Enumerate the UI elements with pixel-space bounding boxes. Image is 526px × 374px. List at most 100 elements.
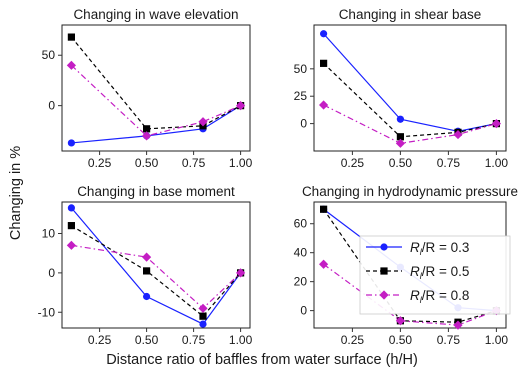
legend-label-2-rest: /R = 0.8: [422, 288, 470, 303]
legend-swatch-2-marker: [379, 290, 389, 300]
legend-swatch-0: [366, 243, 402, 251]
panel-1-series-2-point: [395, 138, 405, 148]
panel-0-series-2-point: [142, 131, 152, 141]
panel-2-frame: [61, 201, 251, 329]
panel-2-series-1-point: [67, 222, 75, 230]
legend-swatch-2: [366, 290, 402, 300]
panel-0-series-2-line: [70, 64, 241, 137]
panel-3-xtick-label: 0.50: [389, 333, 413, 347]
panel-1-ytick-label: 50: [294, 62, 308, 76]
legend-label-1-sub: l: [420, 271, 423, 281]
panel-0-ytick-label: 50: [42, 48, 56, 62]
legend-label-2: Rl/R = 0.8: [410, 288, 469, 305]
y-axis-label: Changing in %: [8, 146, 24, 240]
panel-3-ytick-label: 20: [294, 275, 308, 289]
panel-0-series-2-point: [198, 117, 208, 127]
panel-2-series-2-point: [66, 240, 76, 250]
panel-1-ytick-label: 0: [300, 117, 307, 131]
panel-1-ytick-label: 25: [294, 89, 308, 103]
panel-1-series-1-line: [323, 62, 497, 138]
panel-1-frame: [313, 24, 507, 152]
legend-swatch-1: [366, 267, 402, 275]
panel-0-series-2-point: [236, 101, 246, 111]
legend-entry-2: Rl/R = 0.8: [366, 288, 469, 305]
panel-wave-elevation: Changing in wave elevation 0.25 0.50 0.75 1.…: [42, 7, 253, 170]
panel-1-series-2-point: [319, 100, 329, 110]
panel-base-moment: Changing in base moment 0.25 0.50 0.75 1.00 -…: [38, 184, 253, 347]
panel-2-series-2-point: [198, 303, 208, 313]
panel-hydrodynamic-pressure: Changing in hydrodynamic pressure 0.25 0.5…: [294, 184, 518, 347]
panel-3-series-2-point: [319, 259, 329, 269]
panel-3-ytick-label: 0: [300, 304, 307, 318]
panel-3-series-1-line: [323, 208, 497, 323]
panel-3-series-2-point: [395, 316, 405, 326]
panel-2-series-0-line: [70, 207, 242, 325]
panel-2-ytick-label: -10: [38, 305, 56, 319]
legend-label-0: Rl/R = 0.3: [410, 240, 469, 257]
panel-0-series-0-point: [67, 139, 75, 147]
panel-1-xtick-label: 0.75: [437, 156, 461, 170]
legend-label-2-base: R: [410, 288, 420, 303]
panel-2-ytick-label: 10: [42, 227, 56, 241]
legend-label-0-rest: /R = 0.3: [422, 240, 470, 255]
legend-label-0-sub: l: [420, 247, 423, 257]
panel-1-series-2-line: [323, 104, 497, 144]
legend-label-1: Rl/R = 0.5: [410, 264, 469, 281]
panel-3-series-2-line: [323, 263, 497, 326]
panel-0-series-0-line: [71, 105, 241, 144]
panel-2-series-0-point: [143, 292, 151, 301]
panel-2-xtick-label: 0.75: [182, 333, 206, 347]
panel-1-title: Changing in shear base: [339, 7, 482, 22]
panel-2-series-2-point: [142, 252, 152, 262]
legend-entry-0: Rl/R = 0.3: [366, 240, 469, 257]
panel-3-xtick-label: 0.75: [437, 333, 461, 347]
panel-3-xtick-label: 0.25: [341, 333, 365, 347]
legend-swatch-1-marker: [380, 267, 388, 275]
panel-0-series-1-point: [67, 33, 75, 41]
panel-3-title: Changing in hydrodynamic pressure: [302, 184, 518, 199]
panel-2-xtick-label: 0.50: [135, 333, 159, 347]
panel-1-xtick-label: 0.25: [341, 156, 365, 170]
panel-3-ytick-label: 40: [294, 246, 308, 260]
legend-label-0-base: R: [410, 240, 420, 255]
panel-0-series-1-point: [143, 125, 151, 133]
legend-label-1-base: R: [410, 264, 420, 279]
legend-label-1-rest: /R = 0.5: [422, 264, 470, 279]
panel-2-xtick-label: 0.25: [88, 333, 112, 347]
legend-swatch-0-marker: [380, 243, 388, 251]
x-axis-label: Distance ratio of baffles from water sur…: [106, 352, 418, 368]
panel-3-series-2-point: [453, 320, 463, 330]
panel-1-series-0-point: [396, 115, 404, 123]
legend-entry-1: Rl/R = 0.5: [366, 264, 469, 281]
panel-0-xtick-label: 1.00: [229, 156, 253, 170]
panel-0-title: Changing in wave elevation: [73, 7, 238, 22]
panel-2-series-0-point: [67, 204, 75, 212]
panel-0-series-1-line: [70, 36, 241, 130]
panel-0-xtick-label: 0.75: [182, 156, 206, 170]
panel-2-title: Changing in base moment: [77, 184, 235, 199]
panel-3-ytick-label: 60: [294, 217, 308, 231]
panel-3-series-1-point: [320, 205, 328, 213]
panel-2-series-2-point: [236, 268, 246, 278]
panel-0-ytick-label: 0: [48, 99, 55, 113]
panel-2-series-1-point: [199, 312, 207, 320]
panel-1-xtick-label: 0.50: [389, 156, 413, 170]
panel-0-xtick-label: 0.50: [135, 156, 159, 170]
panel-2-series-1-line: [71, 225, 242, 318]
panel-shear-base: Changing in shear base 0.25 0.50 0.75 1.00 0 2…: [294, 7, 509, 170]
panel-0-frame: [61, 24, 251, 152]
panel-2-series-0-point: [199, 320, 207, 328]
panel-1-series-2-point: [453, 129, 463, 140]
panel-1-xtick-label: 1.00: [485, 156, 509, 170]
panel-0-series-2-point: [66, 60, 76, 70]
legend-label-2-sub: l: [420, 295, 423, 305]
panel-2-series-1-point: [143, 267, 151, 275]
panel-0-xtick-label: 0.25: [88, 156, 112, 170]
panel-2-series-2-line: [71, 244, 242, 310]
legend: Rl/R = 0.3 Rl/R = 0.5 Rl/R = 0.8: [359, 235, 511, 315]
panel-1-series-0-line: [323, 33, 497, 132]
panel-1-series-1-point: [396, 133, 404, 141]
panel-1-series-0-point: [320, 30, 328, 38]
panel-1-series-2-point: [491, 119, 501, 129]
